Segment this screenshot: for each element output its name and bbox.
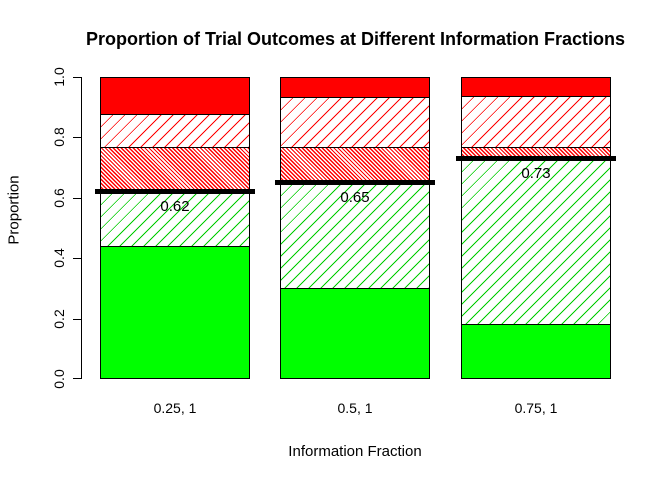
threshold-label: 0.73 [521, 165, 551, 182]
segment-boundary [462, 96, 610, 97]
bar-segment-dense-hatched-red [281, 147, 429, 183]
plot-area: 0.0 0.2 0.4 0.6 0.8 1.0 0.62 0.25, 1 0.65 0.5, 1 0… [51, 67, 650, 416]
threshold-label: 0.65 [340, 189, 370, 206]
bar: 0.62 [95, 77, 255, 379]
y-tick-label: 1.0 [51, 67, 67, 87]
y-tick-label: 0.0 [51, 369, 67, 389]
chart-title: Proportion of Trial Outcomes at Differen… [85, 29, 626, 49]
bar-segment-hatched-green [101, 192, 249, 246]
bar-segment-hatched-red [462, 96, 610, 147]
threshold-line [456, 156, 616, 161]
y-tick [73, 198, 81, 199]
bar-segment-hatched-green [462, 159, 610, 324]
y-tick [73, 378, 81, 379]
segment-boundary [281, 97, 429, 98]
bar-segment-hatched-green [281, 183, 429, 288]
threshold-line [95, 189, 255, 194]
bar: 0.73 [456, 77, 616, 379]
threshold-label: 0.62 [160, 198, 190, 215]
y-axis [81, 77, 82, 379]
y-tick [73, 137, 81, 138]
y-tick [73, 258, 81, 259]
segment-boundary [281, 288, 429, 289]
y-tick [73, 77, 81, 78]
y-tick-label: 0.4 [51, 248, 67, 268]
y-tick-label: 0.6 [51, 188, 67, 208]
bar-segment-hatched-red [101, 114, 249, 147]
segment-boundary [101, 114, 249, 115]
bar-segment-solid-green [281, 288, 429, 378]
segment-boundary [101, 246, 249, 247]
y-tick-label: 0.8 [51, 127, 67, 147]
bar: 0.65 [275, 77, 435, 379]
bar-segment-solid-red [462, 78, 610, 96]
segment-boundary [462, 324, 610, 325]
bar-segment-solid-red [281, 78, 429, 97]
category-label: 0.75, 1 [514, 400, 558, 416]
y-tick [73, 319, 81, 320]
bar-segment-hatched-red [281, 97, 429, 147]
threshold-line [275, 180, 435, 185]
bar-segment-solid-red [101, 78, 249, 114]
y-tick-label: 0.2 [51, 309, 67, 329]
y-axis-label: Proportion [5, 175, 23, 245]
bar-segment-solid-green [462, 324, 610, 378]
segment-boundary [101, 147, 249, 148]
bar-segment-solid-green [101, 246, 249, 378]
segment-boundary [281, 147, 429, 148]
x-axis-label: Information Fraction [288, 443, 422, 460]
category-label: 0.25, 1 [153, 400, 197, 416]
category-label: 0.5, 1 [337, 400, 373, 416]
bar-segment-dense-hatched-red [101, 147, 249, 192]
segment-boundary [462, 147, 610, 148]
